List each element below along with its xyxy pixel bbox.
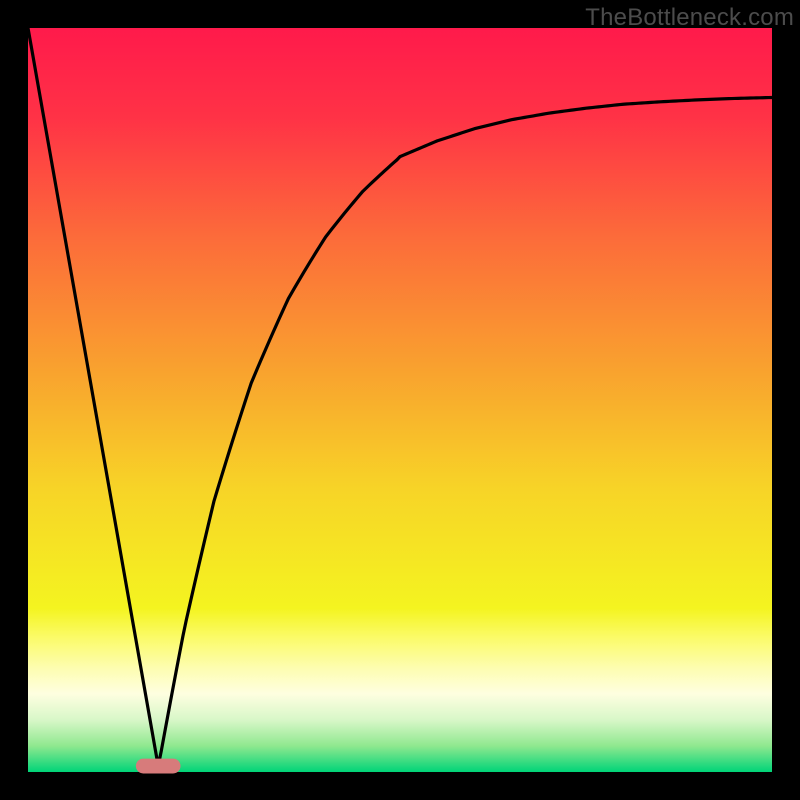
chart-frame: TheBottleneck.com (0, 0, 800, 800)
optimal-marker (136, 759, 181, 774)
bottleneck-chart (0, 0, 800, 800)
watermark-text: TheBottleneck.com (585, 4, 794, 32)
